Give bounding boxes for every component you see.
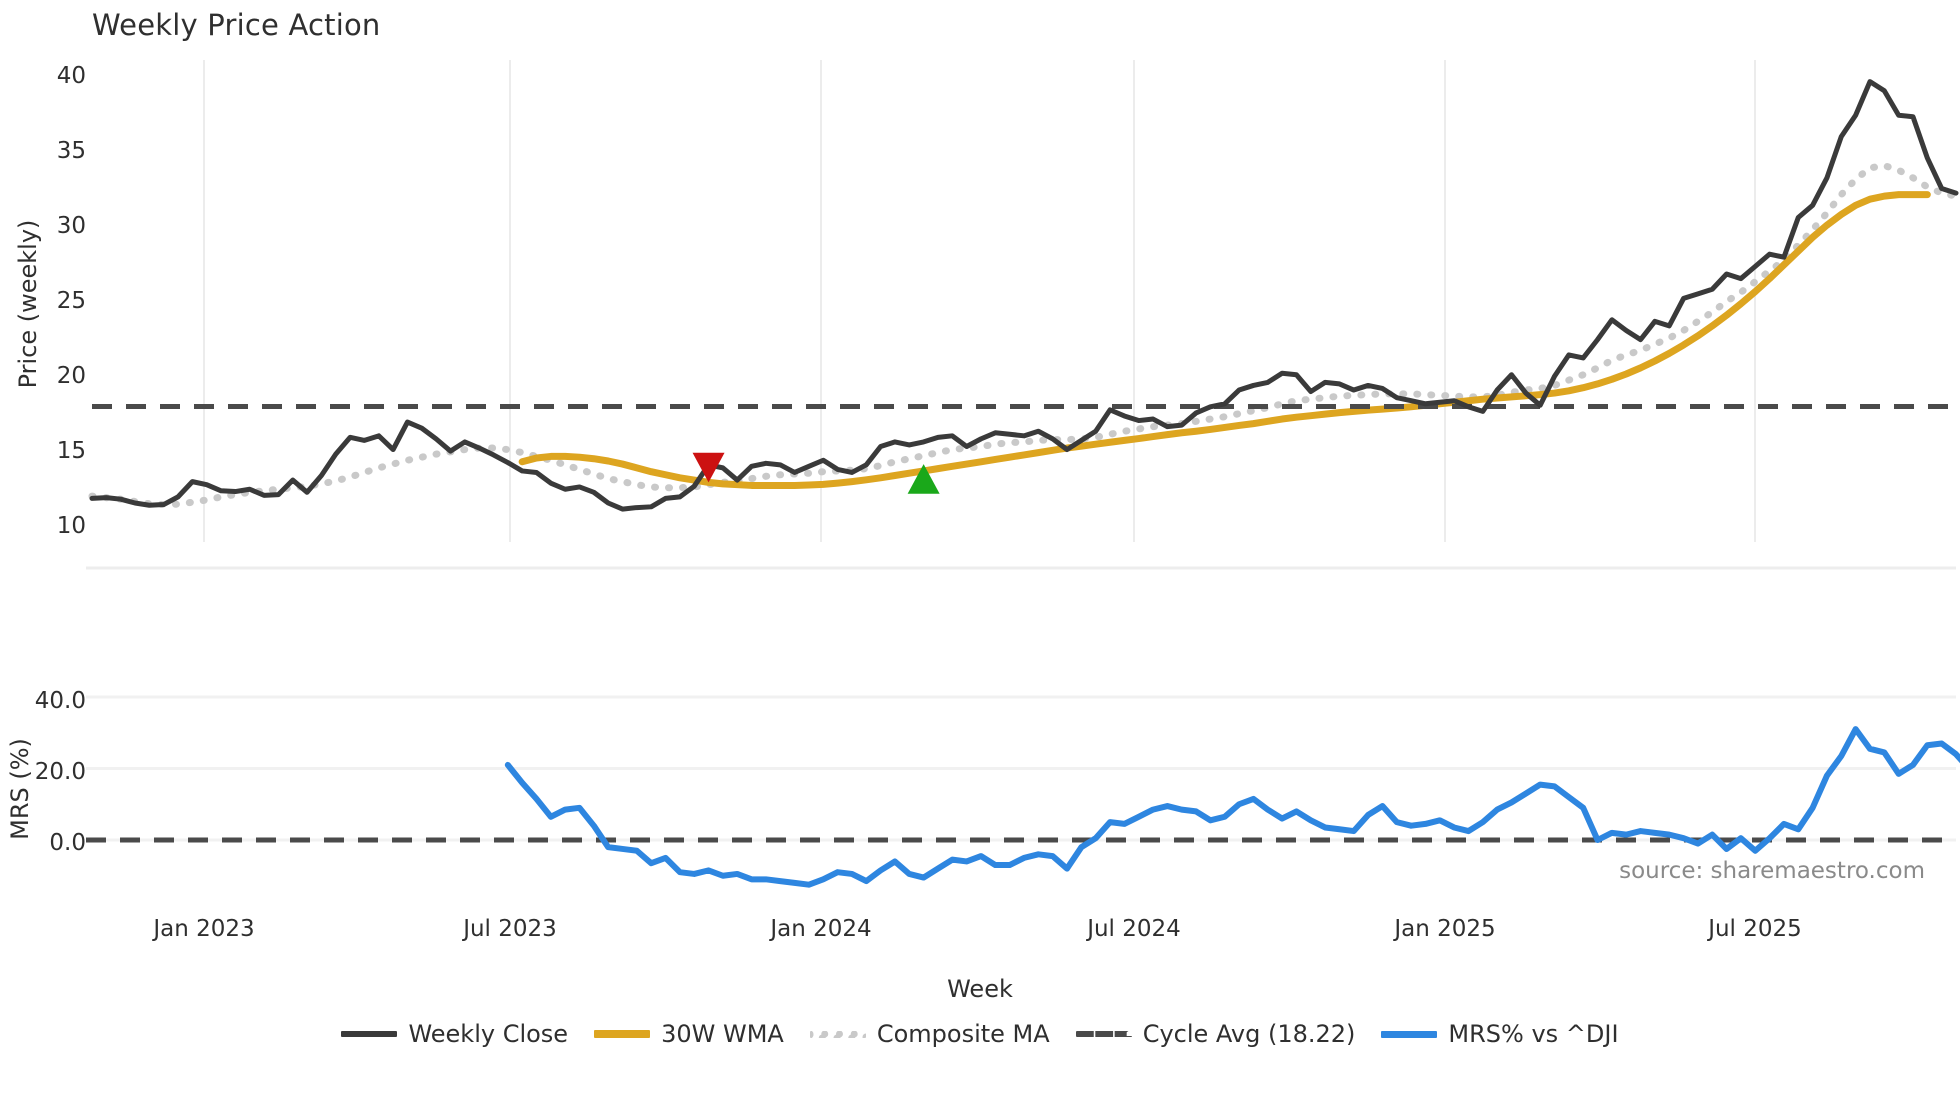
- legend-label: Cycle Avg (18.22): [1142, 1020, 1356, 1048]
- legend-label: MRS% vs ^DJI: [1448, 1020, 1619, 1048]
- xtick-jul-2023: Jul 2023: [463, 916, 557, 942]
- legend-item-composite-ma[interactable]: Composite MA: [809, 1020, 1050, 1048]
- legend-item-mrs[interactable]: MRS% vs ^DJI: [1381, 1020, 1619, 1048]
- price-ytick-40: 40: [56, 63, 86, 89]
- series-weekly-close: [89, 79, 1959, 512]
- series-composite-ma: [88, 162, 1960, 509]
- mrs-ytick-0: 0.0: [49, 830, 86, 856]
- price-ytick-30: 30: [56, 213, 86, 239]
- price-ytick-20: 20: [56, 363, 86, 389]
- legend-item-cycle-avg[interactable]: Cycle Avg (18.22): [1075, 1020, 1356, 1048]
- mrs-ytick-40: 40.0: [34, 688, 86, 714]
- mrs-ytick-20: 20.0: [34, 759, 86, 785]
- xtick-jan-2024: Jan 2024: [770, 916, 872, 942]
- source-note: source: sharemaestro.com: [1619, 858, 1925, 884]
- line-swatch-icon: [341, 1031, 398, 1037]
- legend-item-weekly-close[interactable]: Weekly Close: [341, 1020, 568, 1048]
- series-30w-wma: [518, 191, 1931, 489]
- xtick-jul-2024: Jul 2024: [1087, 916, 1181, 942]
- series-mrs-pct: [504, 726, 1960, 888]
- dashed-line-swatch-icon: [1075, 1031, 1132, 1037]
- legend-item-30w-wma[interactable]: 30W WMA: [594, 1020, 784, 1048]
- price-ytick-10: 10: [56, 513, 86, 539]
- x-axis-label: Week: [947, 975, 1013, 1003]
- xtick-jan-2023: Jan 2023: [153, 916, 255, 942]
- dotted-line-swatch-icon: [809, 1030, 866, 1038]
- sell-marker-icon: [692, 452, 725, 483]
- line-swatch-icon: [594, 1030, 651, 1038]
- legend-label: Composite MA: [876, 1020, 1050, 1048]
- xtick-jul-2025: Jul 2025: [1708, 916, 1802, 942]
- buy-marker-icon: [907, 464, 940, 494]
- line-swatch-icon: [1381, 1030, 1438, 1038]
- chart-title: Weekly Price Action: [92, 8, 381, 42]
- chart-legend: Weekly Close 30W WMA Composite MA Cycle …: [0, 1020, 1960, 1048]
- price-ytick-25: 25: [56, 288, 86, 314]
- price-ytick-35: 35: [56, 138, 86, 164]
- price-ytick-15: 15: [56, 438, 86, 464]
- legend-label: Weekly Close: [408, 1020, 569, 1048]
- xtick-jan-2025: Jan 2025: [1394, 916, 1496, 942]
- legend-label: 30W WMA: [661, 1020, 784, 1048]
